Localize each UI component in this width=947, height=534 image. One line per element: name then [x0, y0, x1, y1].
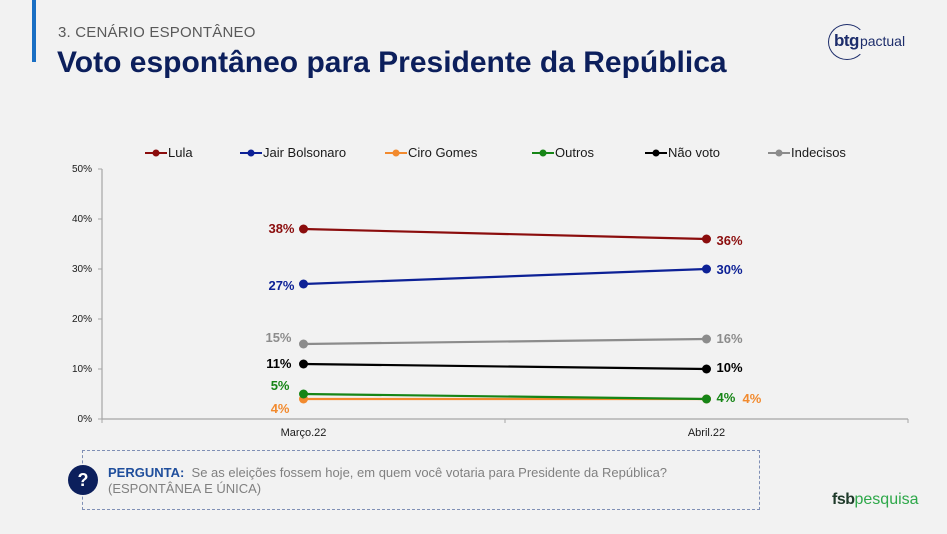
- series-line-jair-bolsonaro: [303, 267, 707, 286]
- question-icon: ?: [68, 465, 98, 495]
- legend-item-jair-bolsonaro: Jair Bolsonaro: [240, 145, 346, 160]
- y-tick-label: 0%: [78, 414, 93, 425]
- series-line-nao-voto: [303, 362, 707, 371]
- data-label-outros: 5%: [271, 378, 290, 393]
- legend-item-outros: Outros: [532, 145, 594, 160]
- section-label: 3. CENÁRIO ESPONTÂNEO: [58, 24, 256, 41]
- data-point-lula: [702, 234, 711, 244]
- legend-item-ciro-gomes: Ciro Gomes: [385, 145, 477, 160]
- data-label-jair-bolsonaro: 27%: [268, 278, 294, 293]
- data-label-indecisos: 16%: [717, 331, 743, 346]
- data-point-indecisos: [299, 339, 308, 349]
- data-label-lula: 38%: [268, 221, 294, 236]
- series-line-outros: [303, 392, 707, 401]
- legend-item-indecisos: Indecisos: [768, 145, 846, 160]
- data-label-ciro-gomes: 4%: [271, 401, 290, 416]
- legend-label: Outros: [555, 145, 595, 160]
- data-label-ciro-gomes: 4%: [743, 391, 762, 406]
- data-point-nao-voto: [702, 364, 711, 374]
- data-label-nao-voto: 10%: [717, 360, 743, 375]
- legend-item-lula: Lula: [145, 145, 193, 160]
- data-label-jair-bolsonaro: 30%: [717, 262, 743, 277]
- fsb-logo-bold: fsb: [832, 491, 855, 508]
- y-tick-label: 30%: [72, 264, 92, 275]
- line-chart: 0% 10% 20% 30% 40% 50% Março.22 Abril.22 4% 4% 5% 4…: [72, 164, 909, 439]
- data-point-nao-voto: [299, 359, 308, 369]
- data-point-indecisos: [702, 334, 711, 344]
- data-label-outros: 4%: [717, 390, 736, 405]
- accent-bar: [32, 0, 36, 62]
- x-tick-label: Abril.22: [688, 427, 725, 439]
- legend-marker-icon: [145, 149, 167, 156]
- data-label-indecisos: 15%: [265, 330, 291, 345]
- page-title: Voto espontâneo para Presidente da Repúb…: [57, 46, 727, 79]
- question-label: PERGUNTA:: [108, 465, 185, 480]
- btg-pactual-logo: btg pactual: [828, 24, 905, 60]
- data-label-lula: 36%: [717, 233, 743, 248]
- data-point-lula: [299, 224, 308, 234]
- series-line-indecisos: [303, 337, 707, 346]
- fsb-pesquisa-logo: fsbpesquisa: [832, 491, 919, 509]
- data-label-nao-voto: 11%: [266, 356, 292, 371]
- legend-marker-icon: [532, 149, 554, 156]
- legend-label: Jair Bolsonaro: [263, 145, 347, 160]
- x-tick-label: Março.22: [281, 427, 327, 439]
- data-point-outros: [702, 394, 711, 404]
- legend-marker-icon: [768, 149, 790, 156]
- y-tick-label: 50%: [72, 164, 92, 175]
- question-note: (ESPONTÂNEA E ÚNICA): [108, 481, 262, 496]
- data-point-outros: [299, 389, 308, 399]
- legend-marker-icon: [240, 149, 262, 156]
- legend-label: Ciro Gomes: [408, 145, 478, 160]
- logo-light-text: pactual: [859, 33, 906, 49]
- legend-marker-icon: [385, 149, 407, 156]
- y-tick-label: 10%: [72, 364, 92, 375]
- data-point-jair-bolsonaro: [702, 264, 711, 274]
- y-tick-label: 40%: [72, 214, 92, 225]
- legend-marker-icon: [645, 149, 667, 156]
- data-point-jair-bolsonaro: [299, 279, 308, 289]
- y-tick-label: 20%: [72, 314, 92, 325]
- logo-circle: [828, 24, 866, 60]
- question-text-block: PERGUNTA: Se as eleições fossem hoje, em…: [108, 465, 748, 497]
- logo-bold-text: btg: [834, 31, 859, 50]
- legend-label: Não voto: [668, 145, 721, 160]
- legend-item-nao-voto: Não voto: [645, 145, 720, 160]
- series-line-lula: [303, 227, 707, 241]
- chart-legend: Lula Jair Bolsonaro Ciro Gomes Outros Não vo…: [0, 145, 947, 161]
- legend-label: Indecisos: [791, 145, 846, 160]
- question-text: Se as eleições fossem hoje, em quem você…: [191, 465, 668, 480]
- fsb-logo-light: pesquisa: [854, 491, 919, 508]
- legend-label: Lula: [168, 145, 193, 160]
